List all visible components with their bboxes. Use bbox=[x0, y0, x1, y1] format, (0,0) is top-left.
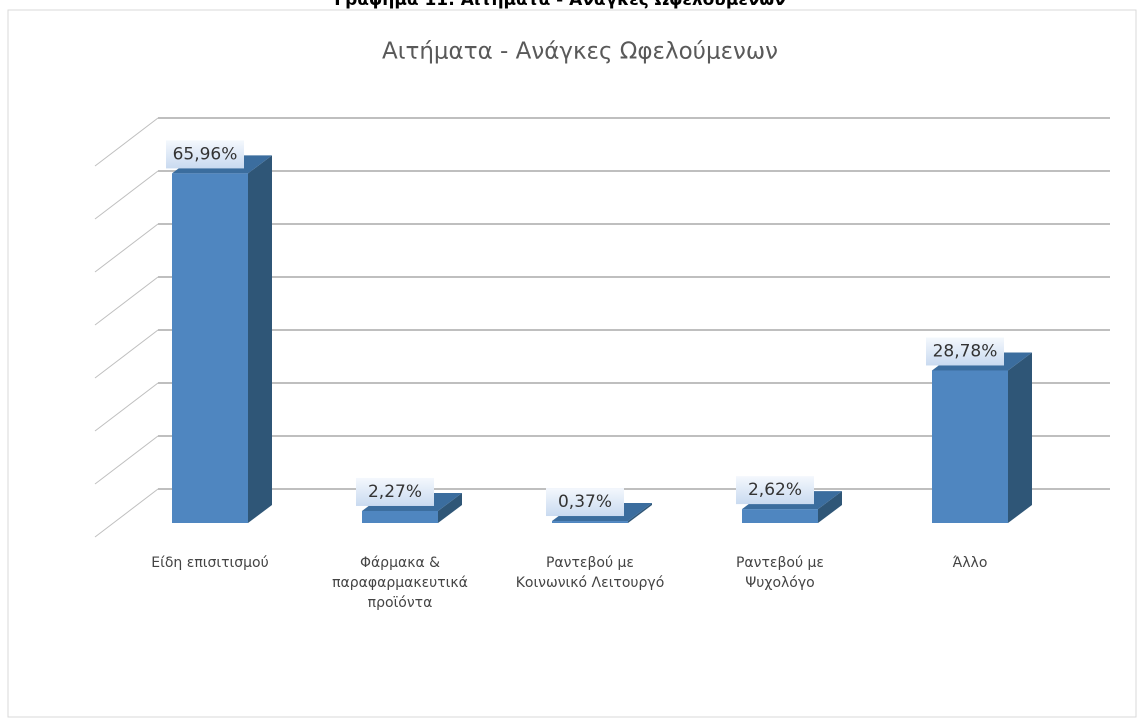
value-label-box bbox=[736, 476, 814, 505]
side-grid-line bbox=[94, 435, 159, 485]
bar bbox=[932, 370, 1008, 523]
side-grid-line bbox=[94, 117, 159, 167]
value-label-box bbox=[356, 477, 434, 506]
x-tick-label: Ραντεβού με Ψυχολόγο bbox=[735, 555, 824, 591]
value-label: 0,37% bbox=[558, 492, 612, 512]
x-tick-label: Είδη επισιτισμού bbox=[151, 555, 269, 571]
bar-side bbox=[1008, 352, 1032, 523]
side-grid-line bbox=[94, 382, 159, 432]
bar-side bbox=[818, 491, 842, 523]
value-label-box bbox=[166, 140, 244, 169]
caption: Γράφημα 11: Αιτήματα - Ανάγκες Ωφελούμεν… bbox=[334, 0, 785, 10]
value-label: 65,96% bbox=[173, 144, 238, 164]
bar bbox=[362, 510, 438, 523]
value-label-box bbox=[546, 488, 624, 517]
x-tick-label: Φάρμακα & παραφαρμακευτικά προϊόντα bbox=[332, 555, 468, 611]
side-grid-line bbox=[94, 170, 159, 220]
value-label: 2,62% bbox=[748, 480, 802, 500]
chart-title: Αιτήματα - Ανάγκες Ωφελούμενων bbox=[382, 39, 778, 65]
bar bbox=[552, 521, 628, 523]
value-label: 28,78% bbox=[933, 341, 998, 361]
side-grid-line bbox=[94, 223, 159, 273]
bar bbox=[172, 173, 248, 524]
x-tick-label: Άλλο bbox=[952, 555, 988, 571]
bar-side bbox=[248, 155, 272, 524]
x-tick-label: Ραντεβού με Κοινωνικό Λειτουργό bbox=[515, 555, 665, 591]
bar bbox=[742, 509, 818, 523]
bar-side bbox=[438, 492, 462, 523]
side-grid-line bbox=[94, 329, 159, 379]
side-grid-line bbox=[94, 276, 159, 326]
side-grid-line bbox=[94, 488, 159, 538]
bar-side bbox=[628, 503, 652, 523]
value-label: 2,27% bbox=[368, 482, 422, 502]
value-label-box bbox=[926, 337, 1004, 366]
